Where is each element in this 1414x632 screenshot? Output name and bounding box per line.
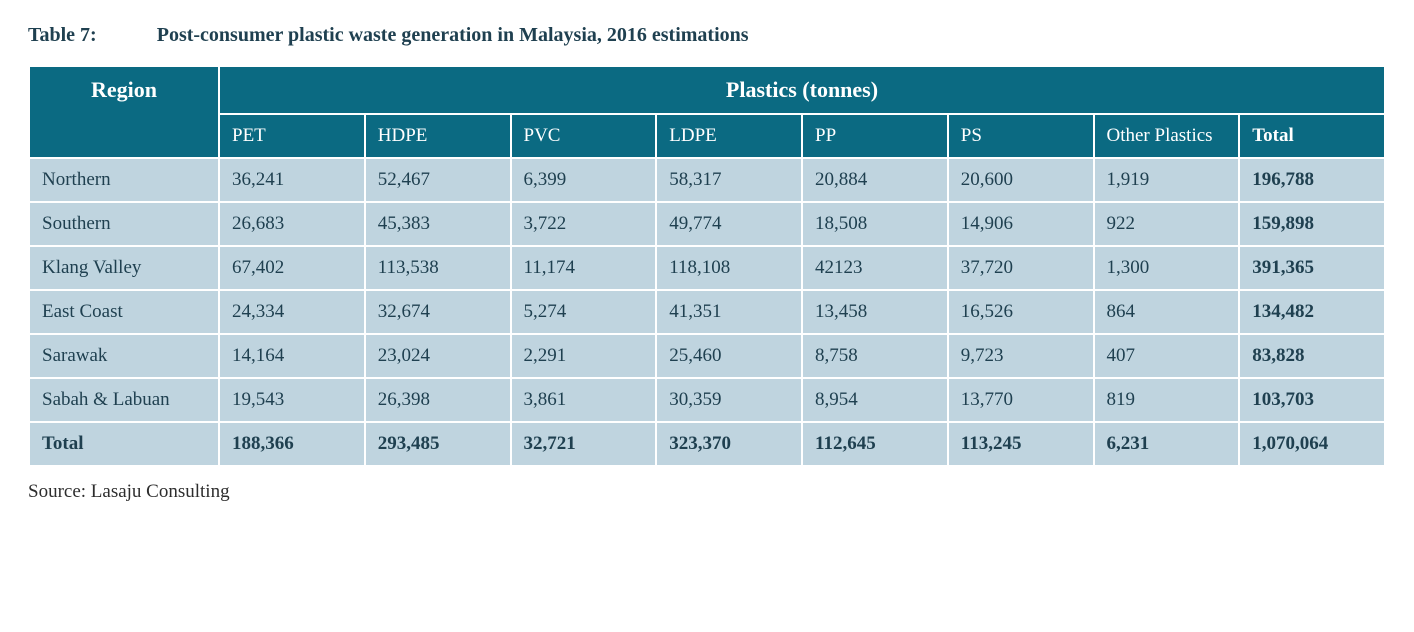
data-cell: 16,526 <box>948 290 1094 334</box>
data-cell: 41,351 <box>656 290 802 334</box>
subheader-row: PET HDPE PVC LDPE PP PS Other Plastics T… <box>29 114 1385 158</box>
data-cell: 6,231 <box>1094 422 1240 466</box>
data-cell: 13,770 <box>948 378 1094 422</box>
data-cell: 58,317 <box>656 158 802 202</box>
data-cell: 49,774 <box>656 202 802 246</box>
header-region: Region <box>29 66 219 158</box>
data-cell: 196,788 <box>1239 158 1385 202</box>
data-cell: 52,467 <box>365 158 511 202</box>
data-cell: 112,645 <box>802 422 948 466</box>
data-cell: 5,274 <box>511 290 657 334</box>
data-cell: 32,721 <box>511 422 657 466</box>
data-cell: 1,070,064 <box>1239 422 1385 466</box>
data-cell: 1,919 <box>1094 158 1240 202</box>
data-cell: 8,758 <box>802 334 948 378</box>
data-cell: 8,954 <box>802 378 948 422</box>
data-cell: 103,703 <box>1239 378 1385 422</box>
header-plastics: Plastics (tonnes) <box>219 66 1385 114</box>
table-row: Klang Valley67,402113,53811,174118,10842… <box>29 246 1385 290</box>
region-cell: Sabah & Labuan <box>29 378 219 422</box>
data-cell: 26,398 <box>365 378 511 422</box>
col-hdpe: HDPE <box>365 114 511 158</box>
data-cell: 113,245 <box>948 422 1094 466</box>
data-cell: 11,174 <box>511 246 657 290</box>
plastics-table: Region Plastics (tonnes) PET HDPE PVC LD… <box>28 65 1386 467</box>
data-cell: 20,600 <box>948 158 1094 202</box>
table-row: Sabah & Labuan19,54326,3983,86130,3598,9… <box>29 378 1385 422</box>
data-cell: 6,399 <box>511 158 657 202</box>
data-cell: 14,906 <box>948 202 1094 246</box>
data-cell: 26,683 <box>219 202 365 246</box>
data-cell: 9,723 <box>948 334 1094 378</box>
table-row: East Coast24,33432,6745,27441,35113,4581… <box>29 290 1385 334</box>
data-cell: 42123 <box>802 246 948 290</box>
data-cell: 188,366 <box>219 422 365 466</box>
region-cell: Total <box>29 422 219 466</box>
region-cell: Klang Valley <box>29 246 219 290</box>
table-source: Source: Lasaju Consulting <box>28 481 1386 503</box>
data-cell: 2,291 <box>511 334 657 378</box>
region-cell: Southern <box>29 202 219 246</box>
data-cell: 134,482 <box>1239 290 1385 334</box>
data-cell: 118,108 <box>656 246 802 290</box>
data-cell: 14,164 <box>219 334 365 378</box>
region-cell: East Coast <box>29 290 219 334</box>
col-ldpe: LDPE <box>656 114 802 158</box>
data-cell: 922 <box>1094 202 1240 246</box>
table-caption: Table 7: Post-consumer plastic waste gen… <box>28 24 1386 47</box>
data-cell: 159,898 <box>1239 202 1385 246</box>
data-cell: 83,828 <box>1239 334 1385 378</box>
total-row: Total188,366293,48532,721323,370112,6451… <box>29 422 1385 466</box>
table-body: Northern36,24152,4676,39958,31720,88420,… <box>29 158 1385 466</box>
col-pvc: PVC <box>511 114 657 158</box>
data-cell: 293,485 <box>365 422 511 466</box>
col-pp: PP <box>802 114 948 158</box>
data-cell: 113,538 <box>365 246 511 290</box>
table-row: Southern26,68345,3833,72249,77418,50814,… <box>29 202 1385 246</box>
table-row: Northern36,24152,4676,39958,31720,88420,… <box>29 158 1385 202</box>
data-cell: 391,365 <box>1239 246 1385 290</box>
table-row: Sarawak14,16423,0242,29125,4608,7589,723… <box>29 334 1385 378</box>
data-cell: 819 <box>1094 378 1240 422</box>
data-cell: 13,458 <box>802 290 948 334</box>
data-cell: 3,861 <box>511 378 657 422</box>
region-cell: Northern <box>29 158 219 202</box>
col-pet: PET <box>219 114 365 158</box>
data-cell: 407 <box>1094 334 1240 378</box>
col-ps: PS <box>948 114 1094 158</box>
table-title: Post-consumer plastic waste generation i… <box>157 24 749 47</box>
data-cell: 1,300 <box>1094 246 1240 290</box>
data-cell: 323,370 <box>656 422 802 466</box>
col-other: Other Plastics <box>1094 114 1240 158</box>
data-cell: 19,543 <box>219 378 365 422</box>
data-cell: 45,383 <box>365 202 511 246</box>
data-cell: 20,884 <box>802 158 948 202</box>
data-cell: 32,674 <box>365 290 511 334</box>
data-cell: 25,460 <box>656 334 802 378</box>
data-cell: 3,722 <box>511 202 657 246</box>
data-cell: 36,241 <box>219 158 365 202</box>
data-cell: 37,720 <box>948 246 1094 290</box>
data-cell: 24,334 <box>219 290 365 334</box>
region-cell: Sarawak <box>29 334 219 378</box>
data-cell: 30,359 <box>656 378 802 422</box>
data-cell: 864 <box>1094 290 1240 334</box>
table-number: Table 7: <box>28 24 97 47</box>
col-total: Total <box>1239 114 1385 158</box>
data-cell: 18,508 <box>802 202 948 246</box>
data-cell: 23,024 <box>365 334 511 378</box>
data-cell: 67,402 <box>219 246 365 290</box>
